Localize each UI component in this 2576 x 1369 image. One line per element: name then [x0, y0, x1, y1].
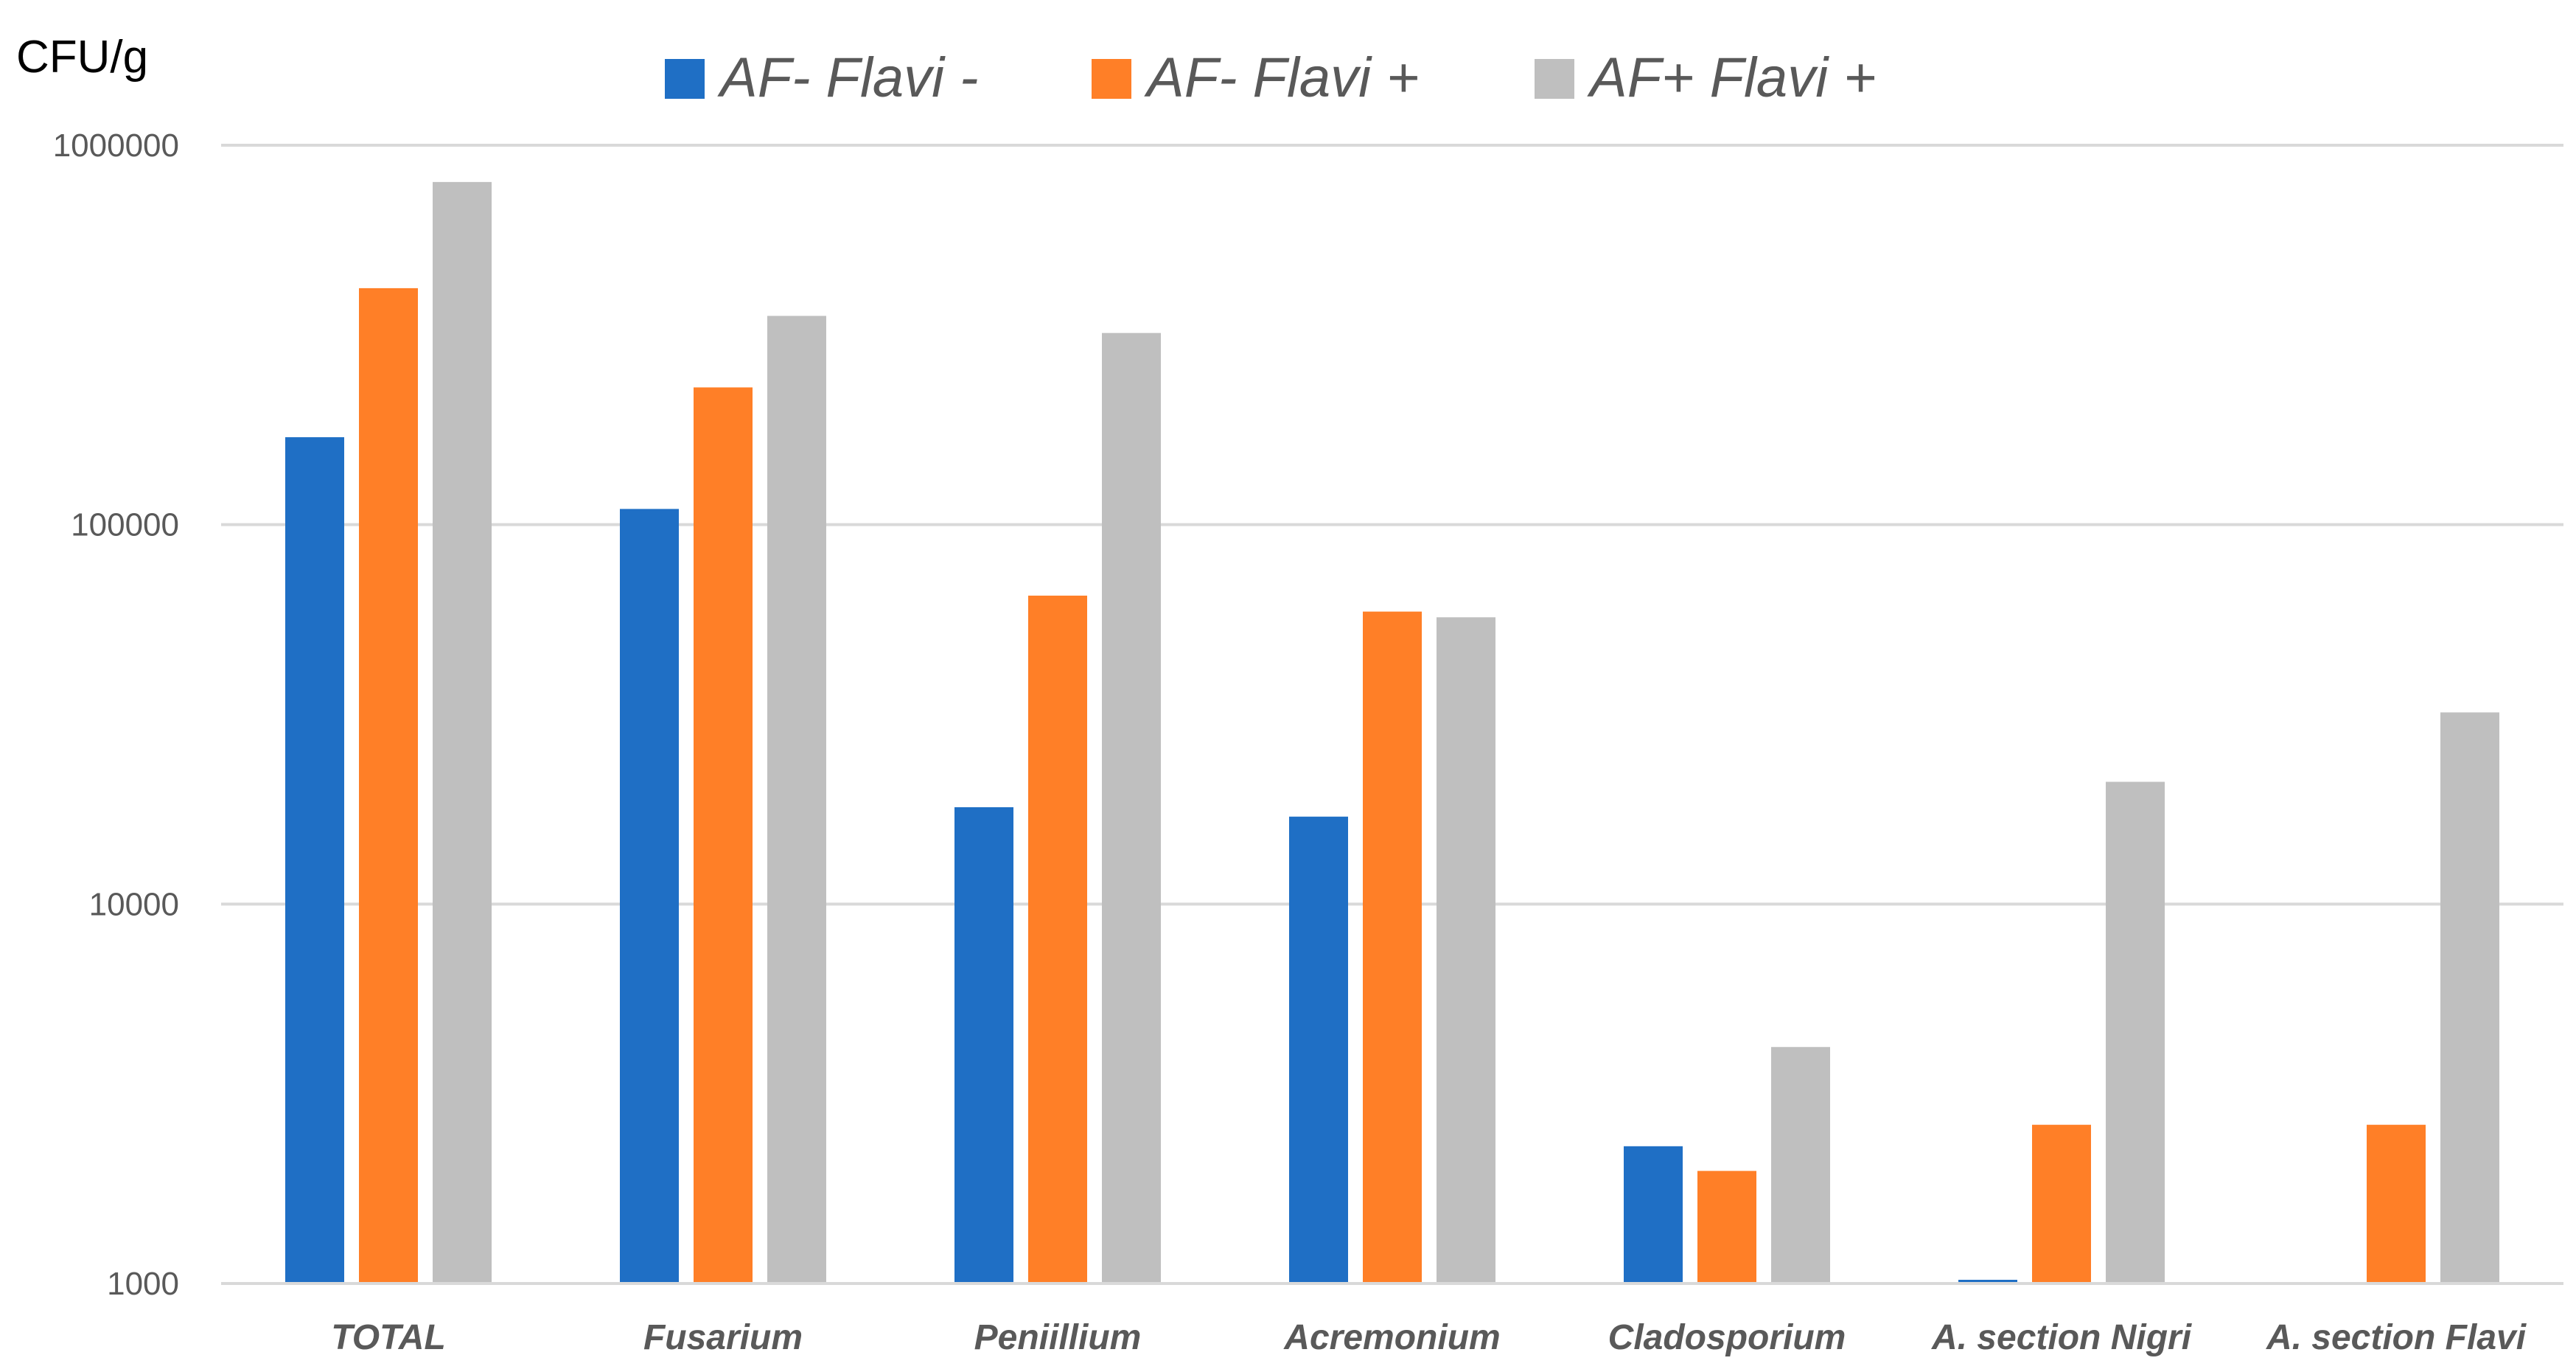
x-tick-label: A. section Nigri	[1931, 1318, 2193, 1357]
x-tick-label: Fusarium	[643, 1318, 803, 1357]
legend-swatch	[1092, 59, 1131, 99]
bar	[954, 807, 1013, 1283]
y-tick-label: 1000	[107, 1266, 179, 1302]
y-axis-label: CFU/g	[16, 32, 148, 83]
legend-label: AF- Flavi +	[1144, 46, 1420, 109]
bar	[1363, 611, 1422, 1283]
bar	[285, 437, 344, 1284]
x-tick-label: Cladosporium	[1608, 1318, 1846, 1357]
legend-swatch	[665, 59, 705, 99]
legend-swatch	[1535, 59, 1574, 99]
legend-label: AF+ Flavi +	[1587, 46, 1877, 109]
bar	[1437, 617, 1495, 1283]
bar	[767, 316, 826, 1284]
bar	[1771, 1047, 1830, 1283]
x-tick-label: A. section Flavi	[2266, 1318, 2527, 1357]
bar	[1289, 816, 1348, 1283]
bar	[433, 181, 492, 1284]
x-tick-label: Peniillium	[974, 1318, 1142, 1357]
y-tick-label: 10000	[89, 886, 179, 922]
legend-label: AF- Flavi -	[717, 46, 978, 109]
x-axis-ticks: TOTAL Fusarium Peniillium Acremonium Cladosp…	[331, 1318, 2527, 1357]
bar	[1697, 1171, 1756, 1283]
bar	[694, 387, 753, 1283]
bars	[285, 181, 2499, 1284]
bar	[359, 288, 418, 1284]
bar	[620, 509, 679, 1283]
bar	[1028, 595, 1087, 1283]
bar	[2106, 781, 2165, 1283]
bar	[2032, 1124, 2091, 1283]
legend: AF- Flavi - AF- Flavi + AF+ Flavi +	[665, 46, 1877, 109]
y-tick-label: 1000000	[53, 128, 179, 164]
y-tick-label: 100000	[71, 507, 179, 543]
bar	[1958, 1280, 2017, 1283]
bar	[2367, 1124, 2426, 1283]
bar	[1624, 1146, 1683, 1283]
y-axis-ticks: 1000 10000 100000 1000000	[53, 128, 179, 1302]
bar	[2440, 712, 2499, 1283]
x-tick-label: TOTAL	[331, 1318, 446, 1357]
bar	[1102, 332, 1161, 1283]
x-tick-label: Acremonium	[1283, 1318, 1500, 1357]
